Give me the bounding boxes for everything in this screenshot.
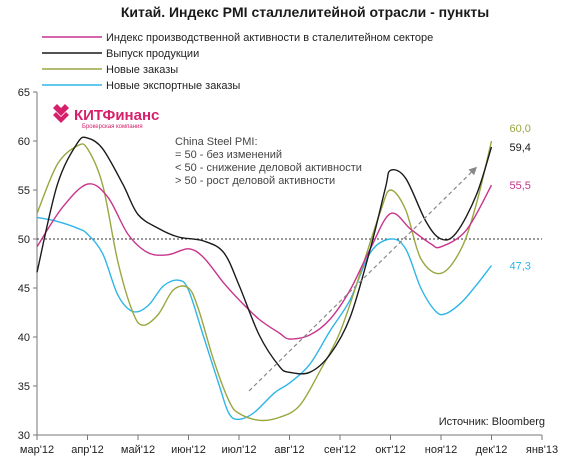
y-tick-label: 55 [18, 185, 30, 197]
annotation-line-0: China Steel PMI: [175, 136, 258, 148]
x-tick-label: сен'12 [324, 444, 356, 456]
series-line-1 [36, 136, 493, 375]
annotation: China Steel PMI:= 50 - без изменений< 50… [175, 136, 362, 187]
x-tick-label: июл'12 [222, 444, 257, 456]
y-tick-label: 40 [18, 332, 30, 344]
legend-label-2: Новые заказы [106, 64, 178, 76]
end-value-label-2: 60,0 [510, 123, 531, 135]
y-tick-label: 50 [18, 234, 30, 246]
x-tick-label: янв'13 [526, 444, 558, 456]
x-tick-label: апр'12 [71, 444, 104, 456]
axes: 30 35 40 45 50 55 60 65 мар'12 апр'12 май'12 июн'12… [18, 87, 558, 456]
chart-title: Китай. Индекс PMI сталлелитейной отрасли… [121, 4, 489, 20]
series-line-2 [36, 140, 493, 422]
logo-text: КИТФинанс [74, 107, 159, 124]
source-label: Источник: Bloomberg [439, 416, 545, 428]
y-tick-label: 65 [18, 87, 30, 99]
logo-mark-icon [53, 104, 69, 123]
logo: КИТФинанс Брокерская компания [53, 104, 159, 130]
x-tick-label: окт'12 [375, 444, 405, 456]
end-value-label-3: 47,3 [510, 260, 531, 272]
plot-area: 47,3 60,0 55,5 59,4 [36, 123, 531, 422]
trend-arrow-head-icon [468, 166, 478, 176]
legend-label-3: Новые экспортные заказы [106, 80, 240, 92]
annotation-line-1: = 50 - без изменений [175, 149, 282, 161]
y-tick-label: 45 [18, 283, 30, 295]
annotation-line-3: > 50 - рост деловой активности [175, 175, 335, 187]
x-tick-label: май'12 [121, 444, 155, 456]
x-tick-label: июн'12 [171, 444, 206, 456]
legend-label-0: Индекс производственной активности в ста… [106, 32, 433, 44]
y-tick-label: 30 [18, 430, 30, 442]
annotation-line-2: < 50 - снижение деловой активности [175, 162, 362, 174]
trend-arrow-line [248, 171, 472, 392]
legend: Индекс производственной активности в ста… [42, 32, 433, 92]
y-tick-label: 35 [18, 381, 30, 393]
legend-label-1: Выпуск продукции [106, 48, 199, 60]
logo-subtext: Брокерская компания [82, 124, 143, 130]
series-line-3 [36, 216, 493, 421]
end-value-label-1: 59,4 [510, 142, 531, 154]
x-tick-label: мар'12 [20, 444, 54, 456]
x-tick-label: дек'12 [476, 444, 508, 456]
series-line-0 [36, 183, 493, 340]
x-tick-label: авг'12 [274, 444, 304, 456]
end-value-label-0: 55,5 [510, 180, 531, 192]
y-tick-label: 60 [18, 136, 30, 148]
x-tick-label: ноя'12 [425, 444, 457, 456]
